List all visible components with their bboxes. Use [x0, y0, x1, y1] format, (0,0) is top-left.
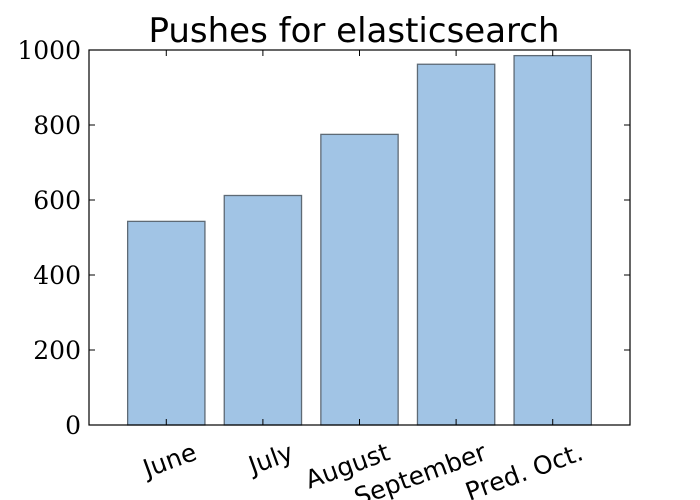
y-axis-ticks: 0 200 400 600 800 1000	[17, 36, 630, 440]
y-tick-label: 400	[33, 261, 81, 290]
y-tick-label: 0	[65, 411, 81, 440]
y-tick-label: 1000	[17, 36, 81, 65]
x-tick-label: July	[243, 437, 297, 480]
bar-august	[320, 133, 399, 426]
plot-frame	[88, 49, 631, 426]
bars	[126, 54, 593, 426]
bar-september	[416, 63, 496, 426]
chart-title: Pushes for elasticsearch	[148, 11, 559, 51]
y-tick-label: 200	[33, 336, 81, 365]
bar-pred-oct	[513, 54, 593, 426]
y-tick-label: 600	[33, 186, 81, 215]
y-tick-label: 800	[33, 111, 81, 140]
x-tick-label: June	[137, 437, 200, 484]
bar-june	[126, 220, 206, 426]
bar-july	[223, 194, 303, 426]
